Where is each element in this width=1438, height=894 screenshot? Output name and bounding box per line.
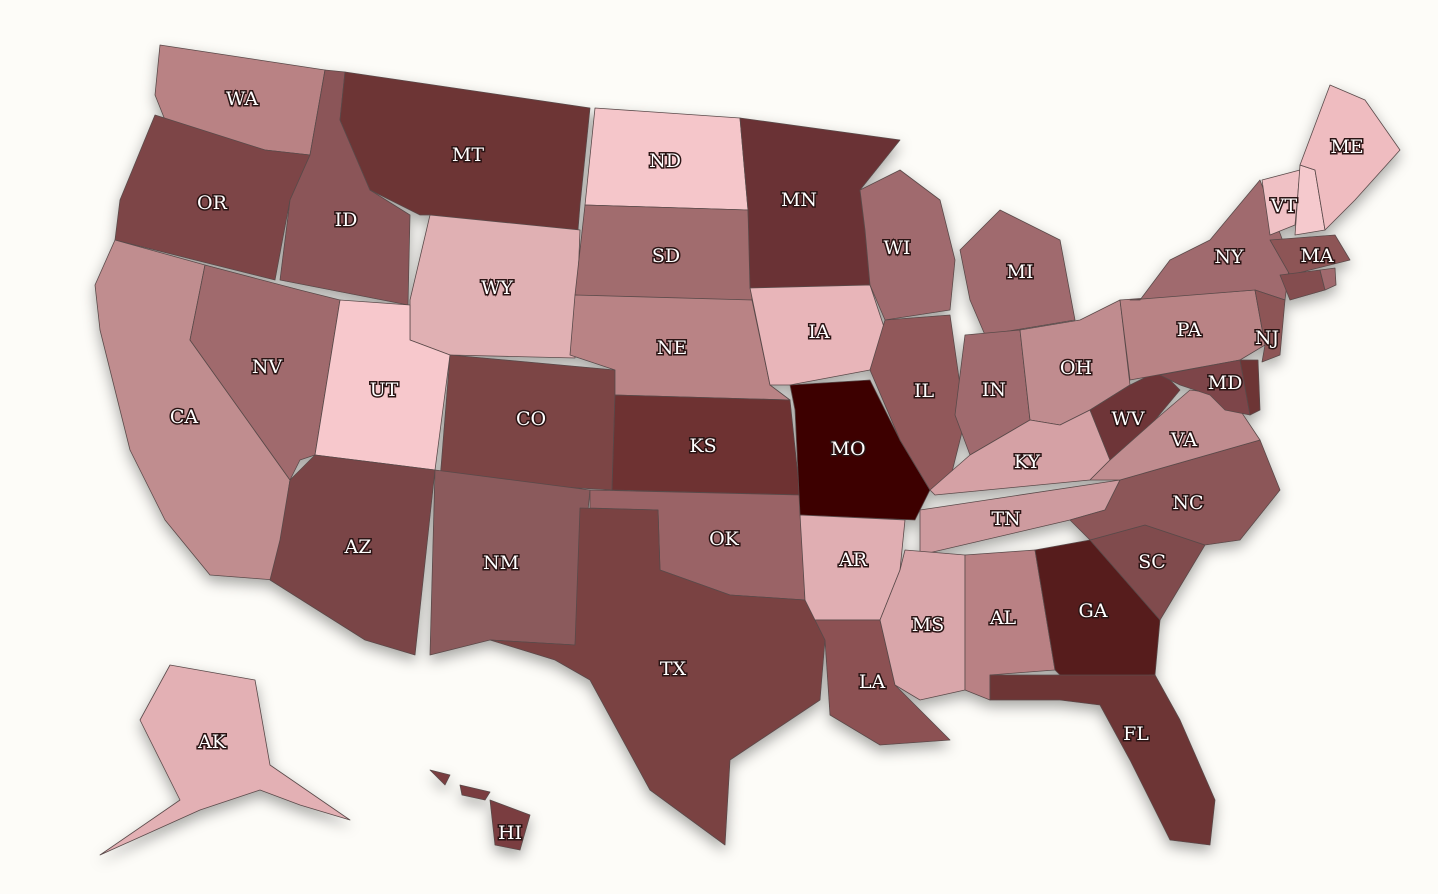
state-label: KY: [1014, 451, 1041, 473]
state-label: VA: [1170, 429, 1197, 451]
state: [1279, 269, 1326, 301]
state: [1319, 267, 1337, 291]
labels: WA OR CA NV ID MT WY UT CO AZ NM ND SD NE KS OK TX MN IA MO…: [168, 87, 1365, 846]
state-label: NJ: [1255, 327, 1279, 349]
state-label: VT: [1270, 195, 1298, 217]
state: [269, 454, 436, 656]
state-label: AK: [197, 731, 227, 753]
state-label: NY: [1214, 246, 1244, 268]
state: [1089, 369, 1181, 461]
state-label: GA: [1079, 600, 1108, 622]
state-label: OR: [197, 192, 228, 214]
state: [1299, 84, 1401, 231]
state: [1069, 439, 1281, 546]
state-label: WV: [1111, 408, 1145, 430]
state-label: ME: [1330, 136, 1363, 158]
state-label: NE: [657, 337, 688, 359]
state: [114, 114, 311, 281]
state-label: OK: [709, 528, 740, 550]
state: [959, 209, 1076, 336]
state-label: NC: [1172, 492, 1203, 514]
state-label: MS: [912, 614, 944, 636]
state-label: PA: [1177, 319, 1202, 341]
state-label: IL: [914, 380, 935, 402]
state-label: AZ: [344, 536, 372, 558]
state-label: WI: [883, 237, 910, 259]
state: [189, 264, 341, 481]
state: [859, 169, 956, 321]
state-label: LA: [859, 671, 886, 693]
state-label: MD: [1208, 372, 1243, 394]
state-label: WY: [481, 277, 514, 299]
state-label: SD: [652, 245, 680, 267]
state-label: MT: [452, 144, 484, 166]
state-label: IA: [808, 321, 830, 343]
state: [489, 507, 826, 846]
state-label: CO: [516, 408, 546, 430]
state-label: UT: [370, 379, 399, 401]
state-label: TX: [660, 658, 687, 680]
state-label: NM: [483, 552, 519, 574]
state-label: AL: [989, 607, 1017, 629]
state-island: [429, 769, 451, 786]
state: [99, 664, 351, 856]
state-label: MI: [1007, 261, 1034, 283]
state-label: TN: [991, 508, 1020, 530]
state-label: MO: [830, 438, 865, 460]
state-label: AR: [838, 549, 868, 571]
state-label: ND: [649, 150, 681, 172]
state: [1269, 234, 1351, 276]
state: [789, 379, 931, 521]
state-label: NV: [252, 356, 283, 378]
states: [94, 44, 1401, 856]
state-label: ID: [335, 209, 358, 231]
state-label: OH: [1060, 357, 1092, 379]
state-label: MN: [781, 189, 817, 211]
state-label: WA: [226, 88, 259, 110]
state-label: KS: [689, 435, 716, 457]
state-label: MA: [1300, 245, 1333, 267]
state: [489, 799, 531, 851]
state-label: IN: [982, 379, 1006, 401]
state-island: [459, 784, 491, 801]
state-label: HI: [498, 822, 522, 844]
state: [1261, 169, 1301, 236]
state: [1254, 289, 1286, 363]
state: [989, 674, 1216, 846]
state-label: FL: [1123, 723, 1149, 745]
state: [1239, 359, 1261, 416]
state-label: SC: [1138, 551, 1166, 573]
state-label: CA: [170, 406, 199, 428]
